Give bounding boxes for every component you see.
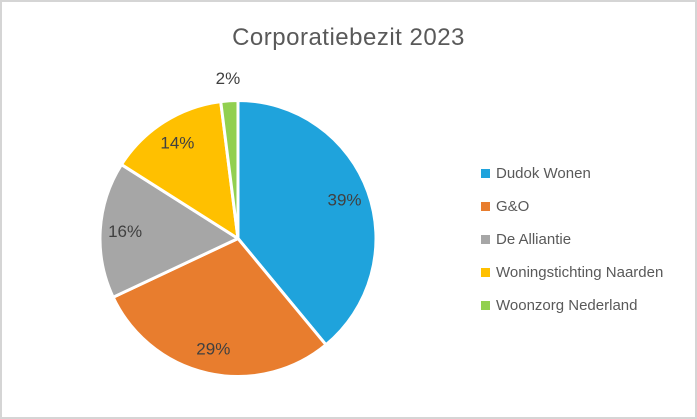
legend-marker-icon — [481, 202, 490, 211]
pie-slice-0 — [236, 99, 378, 347]
legend-label: Woningstichting Naarden — [496, 264, 664, 281]
chart-legend: Dudok Wonen G&O De Alliantie Woningstich… — [481, 157, 695, 322]
pie-data-label-1: 29% — [196, 339, 230, 358]
legend-item-woningstichting-naarden: Woningstichting Naarden — [481, 256, 695, 289]
legend-label: Dudok Wonen — [496, 165, 591, 182]
legend-item-woonzorg-nederland: Woonzorg Nederland — [481, 289, 695, 322]
pie-slice-2 — [98, 163, 240, 299]
pie-data-label-3: 14% — [160, 134, 194, 153]
pie-slice-4 — [219, 99, 240, 240]
pie-data-label-2: 16% — [108, 222, 142, 241]
legend-label: G&O — [496, 198, 530, 215]
legend-marker-icon — [481, 169, 490, 178]
pie-slice-3 — [119, 100, 240, 240]
legend-marker-icon — [481, 235, 490, 244]
legend-label: Woonzorg Nederland — [496, 297, 638, 314]
pie-data-label-4: 2% — [216, 69, 241, 88]
legend-marker-icon — [481, 268, 490, 277]
legend-item-de-alliantie: De Alliantie — [481, 223, 695, 256]
legend-item-dudok-wonen: Dudok Wonen — [481, 157, 695, 190]
chart-title: Corporatiebezit 2023 — [232, 24, 465, 51]
legend-marker-icon — [481, 301, 490, 310]
pie-data-label-0: 39% — [327, 191, 361, 210]
legend-item-g-and-o: G&O — [481, 190, 695, 223]
legend-label: De Alliantie — [496, 231, 572, 248]
